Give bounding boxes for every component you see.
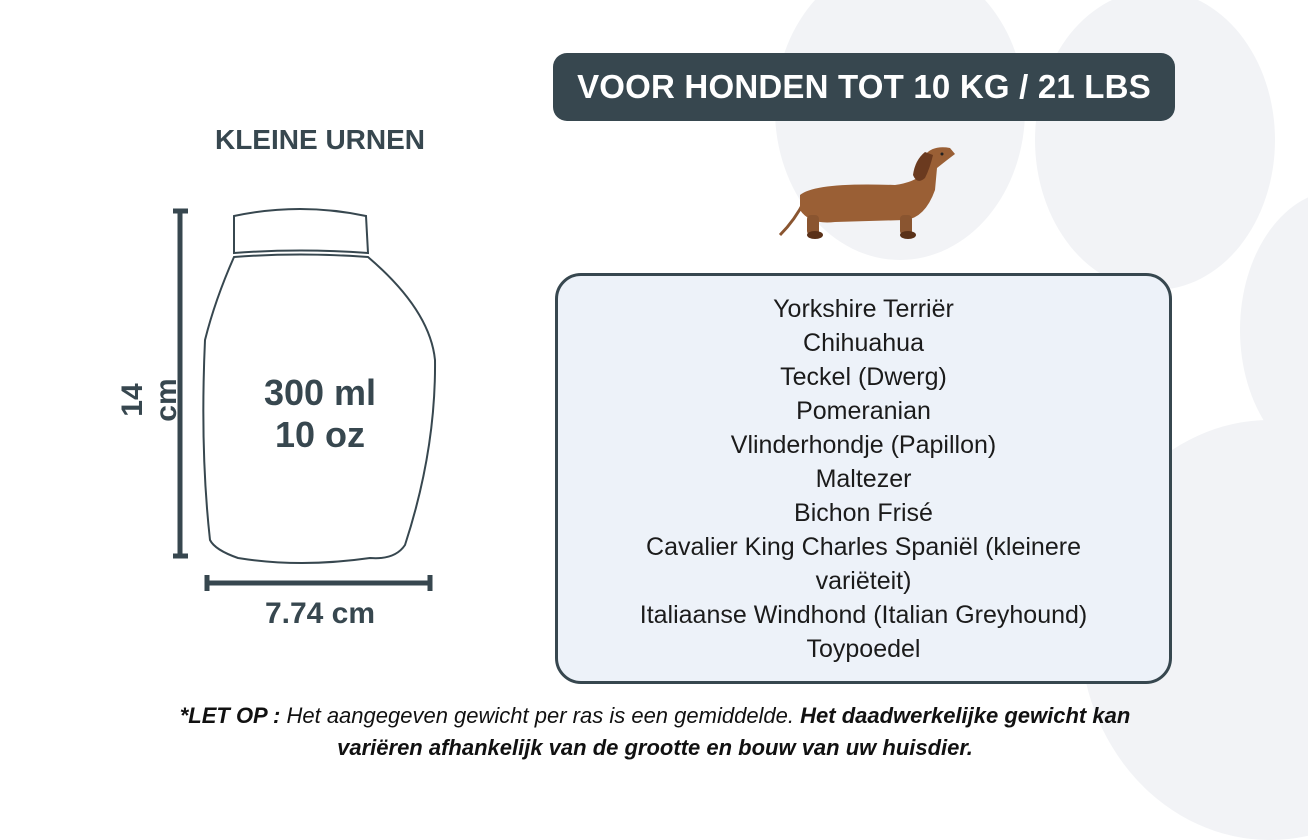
breed-item: Maltezer	[815, 464, 912, 493]
breed-item: Yorkshire Terriër	[773, 294, 954, 323]
note-label: *LET OP :	[179, 703, 281, 728]
volume-ml: 300 ml	[263, 372, 377, 413]
breed-item: Cavalier King Charles Spaniël (kleinere …	[646, 532, 1081, 595]
breed-item: Chihuahua	[803, 328, 924, 357]
breed-item: Bichon Frisé	[794, 498, 933, 527]
urn-illustration	[173, 208, 437, 591]
breed-item: Pomeranian	[796, 396, 931, 425]
breed-item: Teckel (Dwerg)	[780, 362, 947, 391]
urn-title: KLEINE URNEN	[214, 124, 425, 155]
header-title: VOOR HONDEN TOT 10 KG / 21 LBS	[577, 68, 1151, 105]
breed-item: Vlinderhondje (Papillon)	[730, 430, 997, 459]
urn-volume: 300 ml 10 oz	[205, 372, 435, 456]
note-text: Het aangegeven gewicht per ras is een ge…	[280, 703, 801, 728]
note-bold-text: Het daadwerkelijke gewicht kan variëren …	[337, 703, 1131, 760]
breed-item: Italiaanse Windhond (Italian Greyhound)	[639, 600, 1088, 629]
dachshund-illustration	[778, 147, 955, 239]
disclaimer-note: *LET OP : Het aangegeven gewicht per ras…	[150, 700, 1160, 764]
header-badge: VOOR HONDEN TOT 10 KG / 21 LBS	[553, 53, 1175, 121]
breed-item: Toypoedel	[806, 634, 921, 663]
width-label: 7.74 cm	[264, 597, 376, 630]
breed-list: Yorkshire Terriër Chihuahua Teckel (Dwer…	[555, 273, 1172, 684]
volume-oz: 10 oz	[274, 414, 366, 455]
height-label: 14 cm	[116, 378, 183, 422]
